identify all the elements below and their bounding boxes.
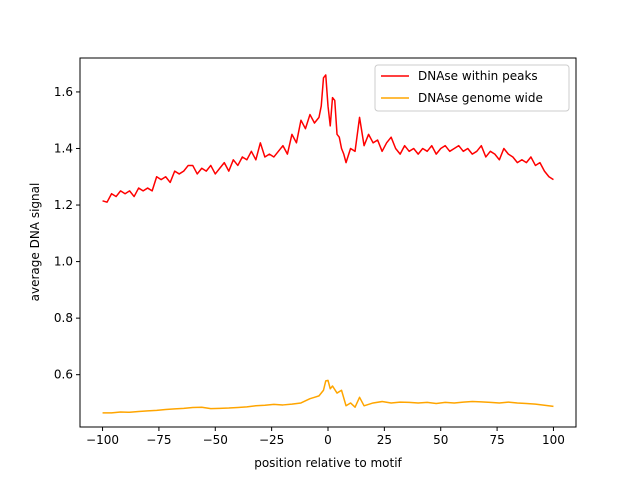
- series-line-1: [102, 379, 554, 414]
- x-axis-label: position relative to motif: [254, 456, 402, 470]
- y-tick-label: 0.6: [54, 368, 73, 382]
- x-axis: −100 −75 −50 −25 0 25 50 75 100: [86, 427, 565, 447]
- series-layer: [102, 74, 554, 414]
- legend-label-within-peaks: DNAse within peaks: [418, 69, 538, 83]
- y-tick-label: 1.2: [54, 198, 73, 212]
- x-tick-label: −100: [86, 433, 119, 447]
- y-tick-label: 1.6: [54, 85, 73, 99]
- legend-box: [374, 64, 570, 112]
- y-tick-label: 0.8: [54, 311, 73, 325]
- x-tick-label: 100: [542, 433, 565, 447]
- y-axis: 0.6 0.8 1.0 1.2 1.4 1.6: [54, 85, 80, 382]
- x-tick-label: −50: [203, 433, 228, 447]
- x-tick-label: 50: [433, 433, 448, 447]
- legend-label-genome-wide: DNAse genome wide: [418, 91, 543, 105]
- legend: DNAse within peaks DNAse genome wide: [374, 64, 570, 112]
- x-tick-label: 0: [324, 433, 332, 447]
- y-tick-label: 1.4: [54, 141, 73, 155]
- plot-area: [80, 58, 576, 427]
- x-tick-label: −25: [259, 433, 284, 447]
- x-tick-label: −75: [146, 433, 171, 447]
- y-axis-label: average DNA signal: [28, 183, 42, 302]
- x-tick-label: 25: [377, 433, 392, 447]
- y-tick-label: 1.0: [54, 255, 73, 269]
- series-line-0: [102, 74, 554, 203]
- x-tick-label: 75: [489, 433, 504, 447]
